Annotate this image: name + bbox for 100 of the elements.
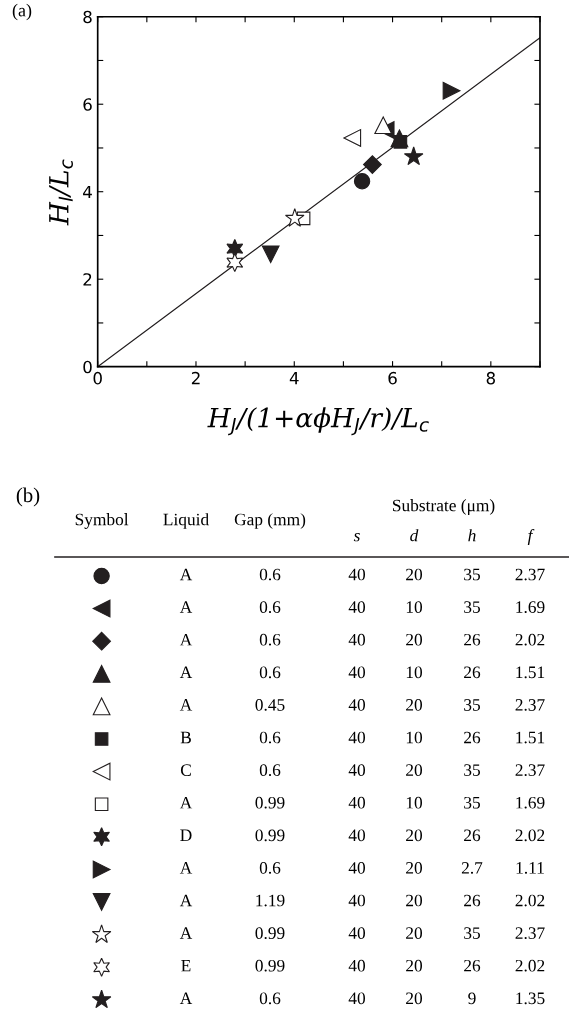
y-tick-label: 4: [83, 185, 92, 199]
point: [403, 146, 424, 166]
text: A: [179, 568, 193, 581]
text: 40: [348, 633, 366, 646]
text: 20: [406, 568, 423, 581]
text: 2.37: [515, 699, 545, 711]
text: 10: [406, 796, 423, 809]
y-axis-title: H$_{l}$/L$_{c}$: [49, 159, 73, 226]
y-tick-label: 2: [83, 273, 92, 286]
text: 40: [348, 894, 366, 907]
point: [226, 252, 244, 273]
y-tick-label: 8: [83, 10, 92, 24]
text: 0.6: [259, 568, 281, 581]
text: A: [179, 894, 193, 907]
text: 20: [406, 633, 423, 646]
point: [261, 245, 280, 264]
text: 1.11: [516, 862, 544, 874]
text: E: [181, 960, 191, 972]
text: f: [527, 529, 535, 545]
text: 40: [348, 796, 366, 809]
text: Substrate (μm): [393, 499, 495, 515]
text: 20: [406, 992, 423, 1005]
text: 40: [348, 992, 366, 1005]
text: 0.6: [259, 731, 281, 744]
x-tick-label: 4: [289, 372, 299, 385]
text: 20: [406, 862, 423, 874]
text: 35: [464, 699, 480, 711]
text: 2.37: [515, 764, 545, 777]
text: A: [179, 992, 193, 1004]
text: A: [179, 862, 193, 874]
text: 10: [406, 666, 423, 679]
text: 2.37: [515, 568, 545, 581]
text: C: [180, 764, 191, 776]
text: 1.51: [516, 666, 545, 679]
text: 2.37: [515, 927, 545, 940]
text: Symbol: [75, 513, 129, 529]
text: 10: [406, 731, 423, 744]
text: d: [410, 529, 419, 542]
text: 0.99: [255, 927, 285, 940]
text: 26: [464, 633, 481, 646]
text: A: [179, 699, 193, 711]
text: 26: [464, 731, 481, 744]
text: 2.02: [515, 633, 545, 646]
text: 26: [464, 894, 481, 907]
text: 1.69: [516, 601, 545, 614]
text: 0.6: [259, 862, 281, 874]
chart-title: (a): [12, 3, 32, 21]
text: A: [179, 601, 193, 613]
point: [390, 129, 409, 148]
text: D: [180, 829, 192, 842]
text: 40: [348, 601, 366, 613]
text: 2.02: [515, 829, 545, 842]
text: 26: [464, 666, 481, 679]
x-tick-label: 0: [93, 371, 102, 385]
text: 35: [464, 764, 480, 776]
text: 0.6: [259, 992, 281, 1005]
text: A: [179, 633, 193, 646]
x-axis-title: H$_{J}$/(1+αϕH$_{J}$/r)/L$_{c}$: [207, 407, 429, 436]
text: s: [353, 532, 360, 542]
text: 40: [348, 731, 366, 744]
text: 20: [406, 829, 423, 842]
text: 1.35: [516, 992, 545, 1005]
text: 20: [406, 927, 423, 939]
point: [442, 81, 461, 100]
text: 0.6: [259, 633, 281, 646]
text: 40: [348, 699, 366, 711]
text: 40: [348, 862, 366, 874]
text: A: [179, 796, 193, 809]
text: 0.6: [259, 601, 281, 614]
text: 2.02: [515, 894, 545, 907]
text: 0.6: [259, 666, 281, 679]
text: 1.51: [516, 731, 545, 744]
text: 2.02: [515, 959, 545, 972]
point: [284, 208, 305, 227]
text: 0.99: [255, 796, 285, 809]
text: Gap (mm): [234, 513, 306, 529]
text: 40: [348, 666, 366, 679]
text: 1.69: [516, 796, 545, 809]
text: 0.99: [255, 959, 285, 972]
text: 20: [406, 894, 423, 907]
text: 40: [348, 568, 366, 581]
x-tick-label: 2: [191, 371, 200, 385]
text: 26: [464, 829, 481, 842]
x-tick-label: 8: [486, 371, 495, 385]
text: (b): [16, 487, 40, 507]
text: 10: [406, 601, 423, 613]
text: 20: [406, 699, 423, 711]
text: h: [468, 529, 476, 542]
text: 20: [406, 959, 423, 972]
point: [374, 116, 393, 135]
text: 0.99: [255, 829, 285, 842]
text: 40: [348, 764, 366, 776]
text: 26: [464, 959, 481, 972]
text: Liquid: [163, 513, 209, 529]
point: [343, 129, 362, 147]
x-tick-label: 6: [388, 371, 397, 385]
text: 35: [464, 796, 480, 809]
text: 9: [468, 992, 476, 1005]
text: 40: [348, 927, 366, 939]
text: 40: [348, 959, 366, 972]
